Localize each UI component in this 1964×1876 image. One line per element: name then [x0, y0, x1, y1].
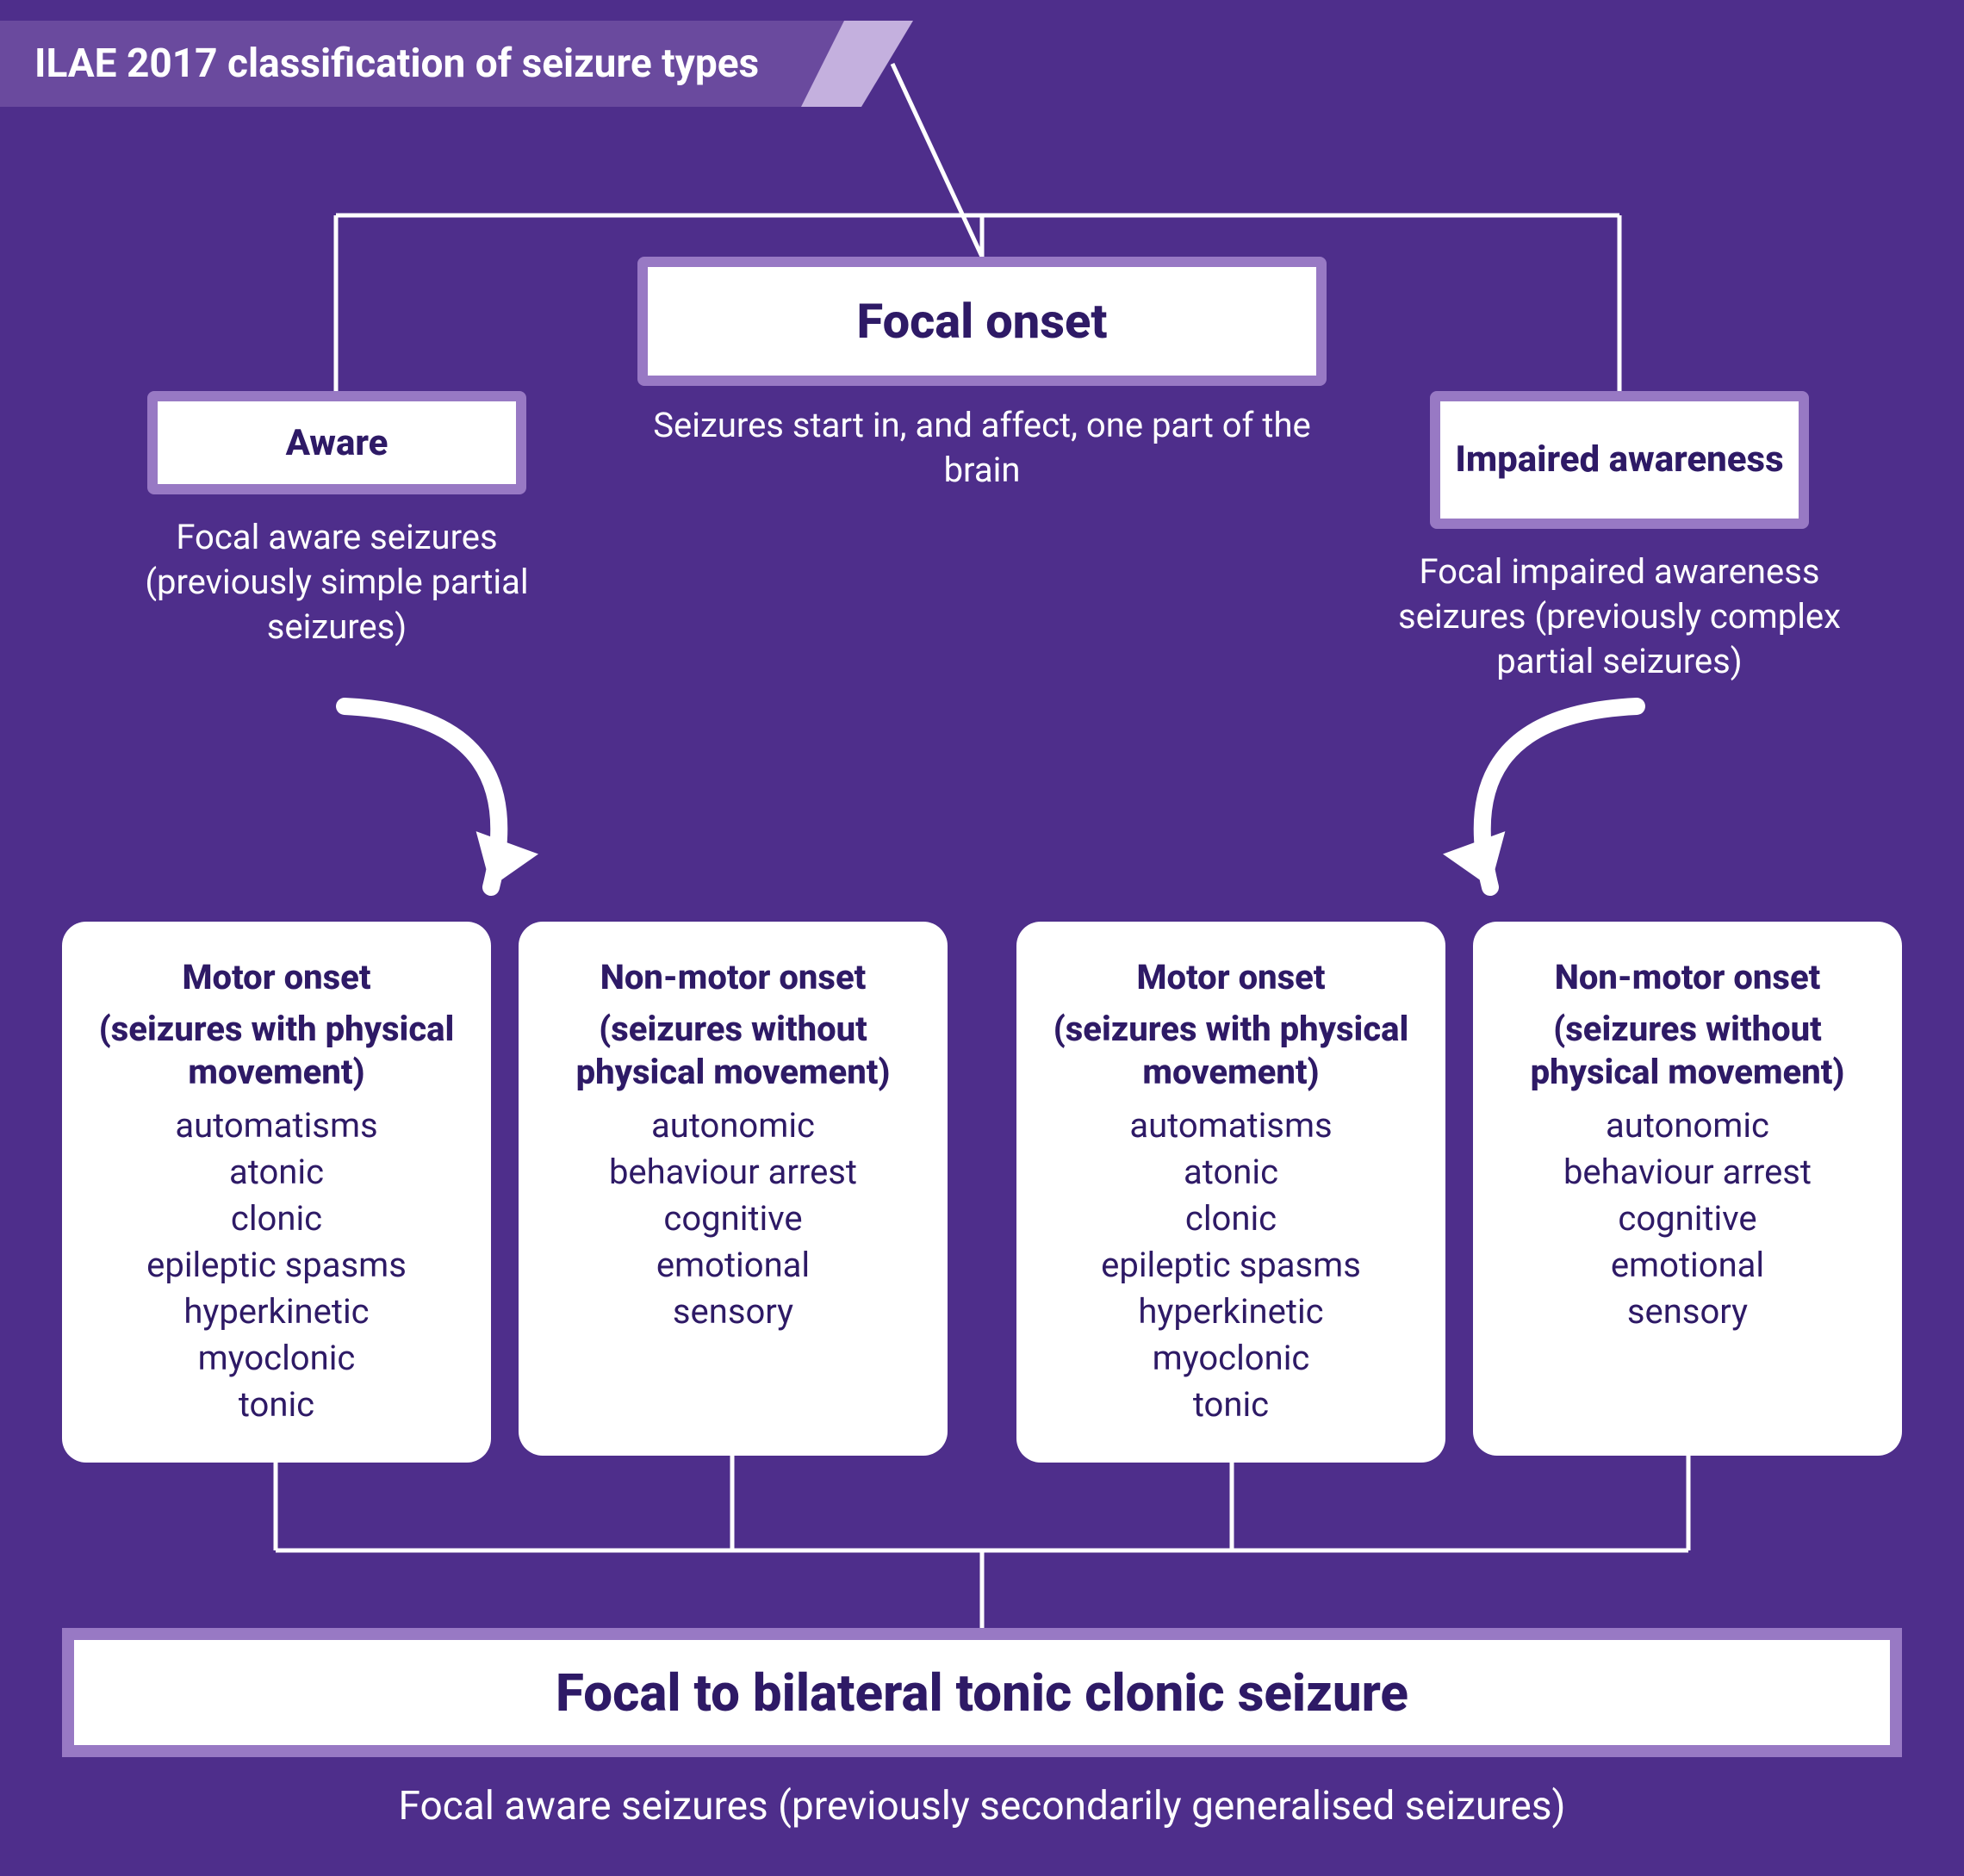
card-aware-motor: Motor onset (seizures with physical movem… [62, 922, 491, 1463]
focal-onset-subtitle: Seizures start in, and affect, one part … [637, 403, 1327, 493]
bottom-label: Focal to bilateral tonic clonic seizure [556, 1662, 1408, 1724]
diagram-canvas: ILAE 2017 classification of seizure type… [0, 0, 1964, 1876]
card-list: automatismsatonicclonicepileptic spasmsh… [86, 1103, 467, 1428]
card-head-2: (seizures with physical movement) [86, 1008, 467, 1094]
card-head-1: Non-motor onset [1497, 956, 1878, 999]
title-banner-dark: ILAE 2017 classification of seizure type… [0, 21, 844, 107]
card-head-2: (seizures without physical movement) [543, 1008, 923, 1094]
node-impaired: Impaired awareness [1430, 391, 1809, 529]
bottom-subtitle: Focal aware seizures (previously seconda… [62, 1783, 1902, 1829]
aware-label: Aware [286, 422, 388, 464]
card-impaired-motor: Motor onset (seizures with physical movem… [1016, 922, 1445, 1463]
card-head-1: Non-motor onset [543, 956, 923, 999]
node-aware: Aware [147, 391, 526, 494]
title-text: ILAE 2017 classification of seizure type… [34, 40, 759, 87]
node-bottom: Focal to bilateral tonic clonic seizure [62, 1628, 1902, 1757]
impaired-subtitle: Focal impaired awareness seizures (previ… [1395, 550, 1843, 684]
card-head-1: Motor onset [1041, 956, 1421, 999]
aware-subtitle: Focal aware seizures (previously simple … [113, 515, 561, 649]
card-head-1: Motor onset [86, 956, 467, 999]
node-focal-onset: Focal onset [637, 257, 1327, 386]
card-head-2: (seizures without physical movement) [1497, 1008, 1878, 1094]
card-list: autonomicbehaviour arrestcognitiveemotio… [1497, 1103, 1878, 1335]
card-head-2: (seizures with physical movement) [1041, 1008, 1421, 1094]
impaired-label: Impaired awareness [1455, 440, 1783, 480]
focal-onset-label: Focal onset [856, 293, 1107, 350]
card-list: autonomicbehaviour arrestcognitiveemotio… [543, 1103, 923, 1335]
card-impaired-nonmotor: Non-motor onset (seizures without physica… [1473, 922, 1902, 1456]
card-aware-nonmotor: Non-motor onset (seizures without physica… [519, 922, 948, 1456]
card-list: automatismsatonicclonicepileptic spasmsh… [1041, 1103, 1421, 1428]
